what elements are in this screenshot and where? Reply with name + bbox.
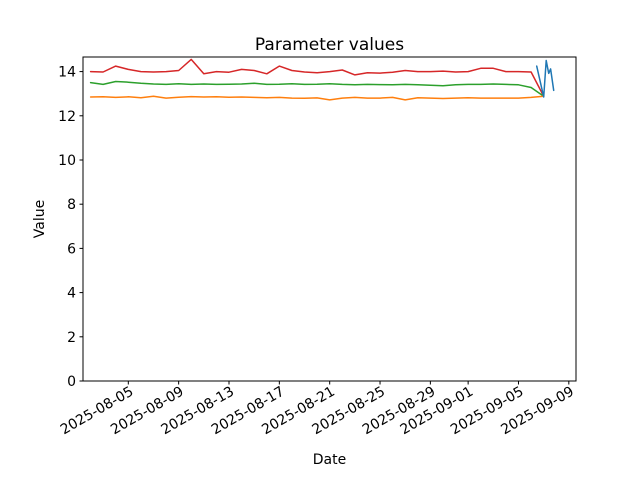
y-tick-label: 12 bbox=[58, 109, 76, 125]
axes-spines bbox=[82, 56, 577, 382]
y-tick-label: 10 bbox=[58, 153, 76, 169]
y-tick-label: 4 bbox=[67, 286, 76, 302]
y-tick-label: 6 bbox=[67, 241, 76, 257]
y-tick-label: 14 bbox=[58, 65, 76, 81]
y-axis-label: Value bbox=[32, 200, 48, 238]
series-blue bbox=[535, 59, 555, 98]
y-tick-label: 8 bbox=[67, 197, 76, 213]
series-red bbox=[89, 58, 545, 98]
series-orange bbox=[89, 95, 545, 101]
chart-render-root: 024681012142025-08-052025-08-092025-08-1… bbox=[58, 56, 577, 438]
y-tick-label: 0 bbox=[67, 374, 76, 390]
y-tick-label: 2 bbox=[67, 330, 76, 346]
chart-title: Parameter values bbox=[255, 35, 404, 55]
x-axis-label: Date bbox=[313, 452, 346, 468]
series-green bbox=[89, 80, 545, 98]
